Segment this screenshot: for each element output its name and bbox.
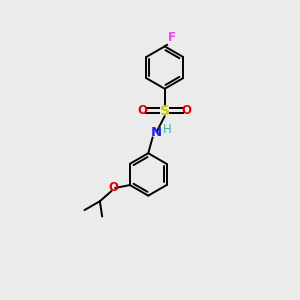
Text: H: H (163, 123, 172, 136)
Text: N: N (151, 125, 162, 139)
Text: S: S (160, 104, 170, 118)
Text: O: O (182, 104, 192, 117)
Text: O: O (138, 104, 148, 117)
Text: F: F (168, 31, 176, 44)
Text: O: O (109, 182, 119, 194)
